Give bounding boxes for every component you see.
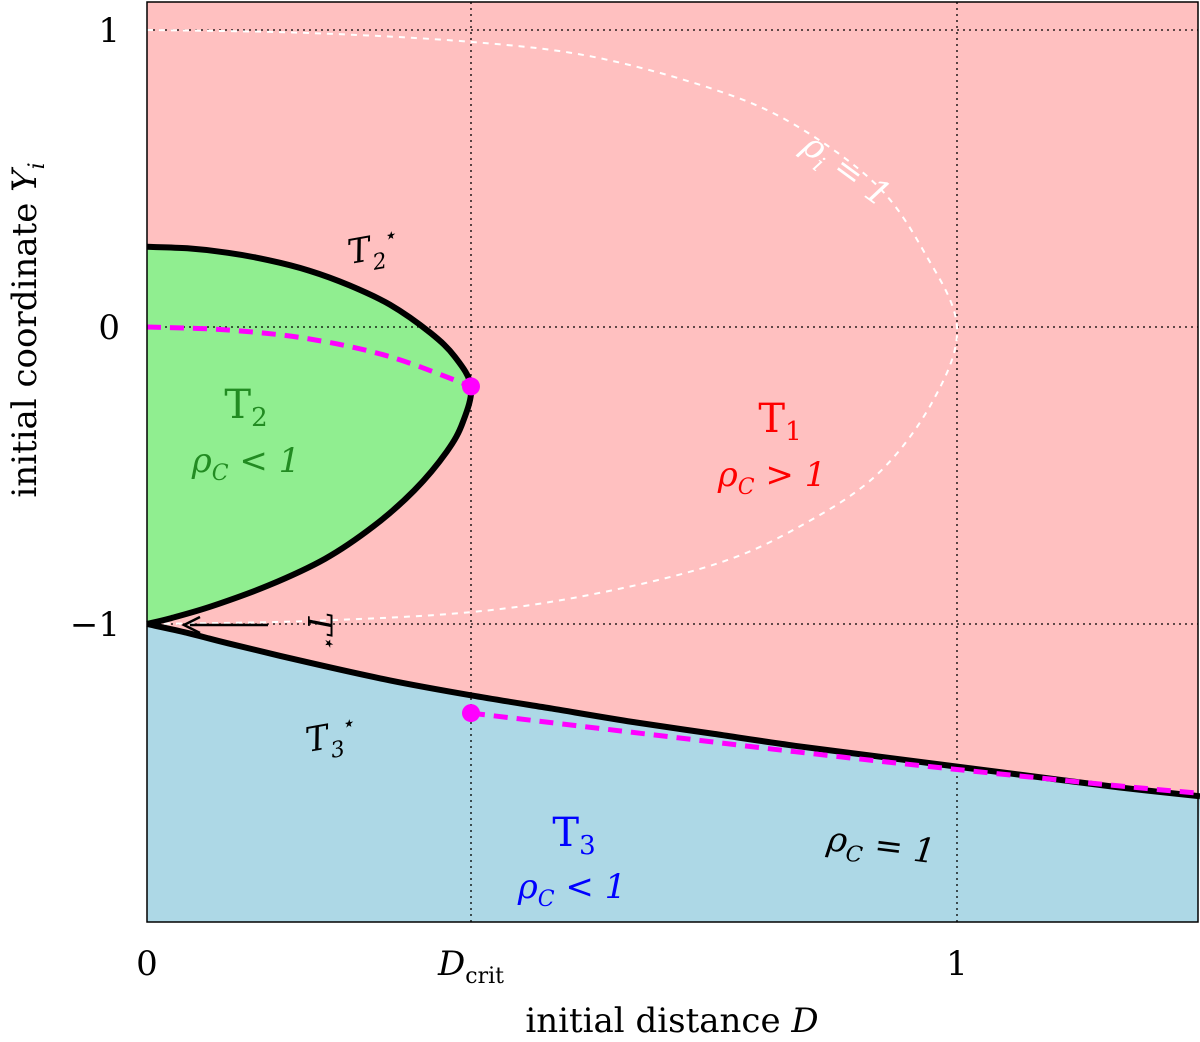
tick-labels: 0 Dcrit 1 1 0 −1 [70, 11, 968, 989]
x-tick-label: 1 [946, 944, 968, 984]
region-t3-fill [147, 624, 1200, 922]
t3-star-boundary [146, 621, 1200, 800]
region-t2-fill [147, 246, 472, 625]
rho-c-marker-1 [462, 377, 480, 396]
region-t3-label: T3 [552, 810, 595, 861]
plot-frame [146, 1, 1199, 923]
curves-layer [146, 29, 1200, 800]
region-t2-label: T2 [224, 382, 267, 433]
rho-c-curve-segment-2 [470, 710, 1200, 796]
rho-c-marker-2 [462, 704, 480, 723]
y-tick-label: 0 [98, 308, 120, 348]
rho-c-curve-segment-1 [146, 324, 472, 389]
region-t2-condition: ρC < 1 [191, 441, 301, 486]
x-axis-label: initial distance D [525, 1001, 818, 1041]
region-t1-condition: ρC > 1 [717, 455, 827, 500]
t-star-arrow-head [181, 615, 201, 635]
x-tick-label: Dcrit [437, 944, 504, 989]
y-tick-label: −1 [70, 605, 120, 645]
region-t3-condition: ρC < 1 [517, 867, 627, 912]
regions-layer [147, 2, 1200, 922]
rho-i-curve [146, 29, 959, 625]
x-tick-label: 0 [136, 944, 158, 984]
y-axis-label: initial coordinate Yi [5, 162, 50, 497]
y-tick-label: 1 [98, 11, 120, 51]
grid-lines [147, 2, 1198, 922]
